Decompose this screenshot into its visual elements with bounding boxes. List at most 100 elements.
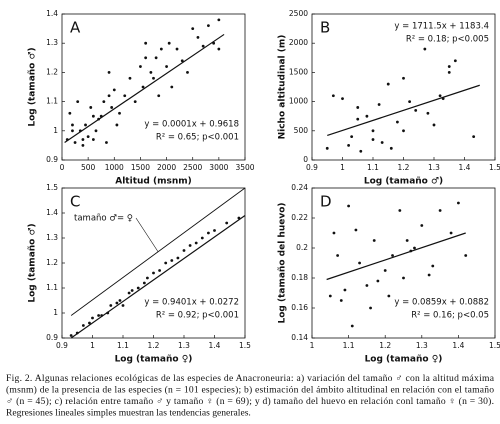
x-tick-label: 1.5 [489, 341, 500, 350]
data-point [217, 18, 221, 22]
data-point [84, 123, 87, 127]
data-point [128, 76, 132, 80]
x-tick-label: 3500 [235, 163, 254, 172]
data-point [396, 120, 399, 124]
data-point [71, 123, 74, 127]
data-point [170, 259, 174, 262]
data-point [157, 94, 161, 98]
data-point [182, 249, 186, 252]
y-tick-label: 0 [303, 155, 308, 164]
data-point [426, 111, 430, 115]
annotation-bg [141, 309, 241, 321]
data-point [68, 111, 72, 115]
x-tick-label: 1.5 [489, 163, 500, 172]
annotation-bg [141, 131, 241, 143]
data-point [194, 241, 198, 245]
data-point [175, 47, 179, 51]
y-tick-label: 0.14 [291, 333, 308, 342]
data-point [414, 108, 418, 112]
data-point [81, 144, 85, 147]
data-point [369, 306, 372, 310]
y-tick-label: 1000 [289, 97, 308, 106]
data-point [188, 244, 192, 247]
data-point [447, 65, 451, 68]
plot-frame [311, 187, 496, 339]
data-point [91, 114, 95, 118]
trend-line [70, 215, 246, 339]
data-point [472, 135, 476, 139]
caption-line: (msnm) de la presencia de las especies (… [6, 385, 494, 396]
data-point [91, 138, 95, 141]
data-point [105, 141, 108, 144]
data-point [97, 117, 100, 121]
data-point [118, 111, 121, 115]
y-tick-label: 1.3 [46, 38, 58, 47]
trend-line [64, 33, 225, 143]
data-point [402, 76, 405, 80]
annotation-bg [141, 296, 241, 308]
annotation-bg [391, 296, 491, 308]
data-point [115, 123, 119, 127]
data-point [164, 261, 168, 265]
data-point [149, 71, 153, 74]
data-point [176, 256, 180, 260]
data-point [89, 106, 93, 109]
data-point [97, 314, 100, 317]
data-point [207, 24, 210, 28]
panel-label: A [70, 19, 81, 37]
data-point [207, 231, 210, 235]
x-axis-title: Log (tamaño ♀) [365, 355, 443, 365]
y-tick-label: 1.4 [46, 9, 58, 18]
data-point [180, 59, 184, 63]
data-point [91, 316, 94, 320]
data-point [118, 299, 122, 302]
data-point [100, 314, 104, 317]
data-point [123, 94, 127, 98]
annotation-bg [391, 20, 491, 32]
data-point [438, 209, 442, 212]
reference-label: tamaño ♂= ♀ [74, 214, 133, 224]
data-point [217, 47, 221, 51]
x-tick-label: 1000 [105, 163, 124, 172]
data-point [154, 56, 158, 60]
x-tick-label: 1 [310, 341, 315, 350]
caption-line: ♂ (n = 45); c) relación entre tamaño ♂ y… [6, 396, 494, 407]
y-tick-label: 0.2 [296, 243, 308, 252]
data-point [343, 288, 347, 292]
x-tick-label: 2000 [157, 163, 176, 172]
data-point [331, 94, 335, 98]
x-tick-label: 1.3 [416, 341, 428, 350]
data-point [109, 304, 113, 307]
data-point [94, 129, 98, 133]
data-point [359, 149, 363, 153]
data-point [78, 129, 82, 133]
data-point [383, 269, 387, 272]
data-point [158, 269, 162, 272]
x-tick-label: 1.3 [428, 163, 440, 172]
y-tick-label: 2500 [289, 9, 308, 18]
data-point [139, 65, 142, 68]
trend-line [327, 84, 480, 137]
data-point [152, 76, 155, 80]
data-point [112, 88, 116, 92]
data-point [336, 254, 340, 257]
x-tick-label: 1 [90, 341, 95, 350]
data-point [73, 141, 77, 144]
x-tick-label: 1500 [131, 163, 150, 172]
annotation-bg [391, 309, 491, 321]
y-tick-label: 1.1 [46, 97, 58, 106]
y-tick-label: 1.2 [46, 258, 58, 267]
data-point [115, 301, 119, 305]
caption-line: Regresiones lineales simples muestran la… [6, 408, 251, 419]
x-tick-label: 3000 [209, 163, 228, 172]
data-point [152, 271, 155, 275]
data-point [75, 331, 79, 335]
data-point [341, 97, 344, 101]
data-point [356, 106, 360, 109]
data-point [376, 279, 380, 283]
data-point [386, 82, 390, 86]
data-point [398, 209, 402, 212]
data-point [127, 291, 131, 295]
data-point [350, 135, 354, 139]
annotation: y = 0.0001x + 0.9618 [144, 120, 239, 130]
